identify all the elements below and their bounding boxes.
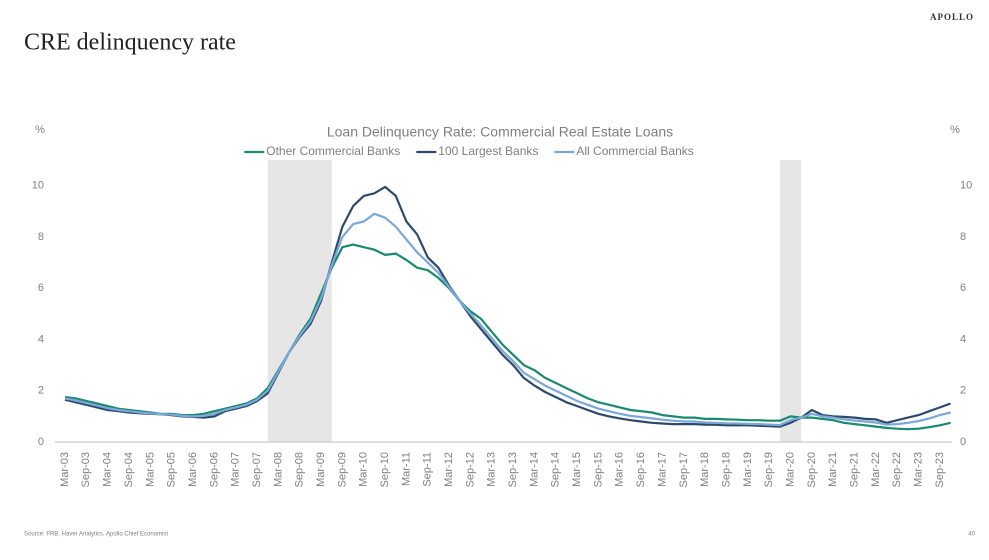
x-tick-label: Sep-20 (806, 452, 818, 487)
x-tick-label: Mar-17 (656, 452, 668, 487)
y-tick-label: 8 (38, 231, 44, 243)
legend-label: Other Commercial Banks (266, 144, 400, 158)
x-tick-label: Mar-05 (144, 452, 156, 487)
y-tick-label: 10 (32, 180, 44, 192)
x-tick-label: Mar-16 (614, 452, 626, 487)
x-tick-label: Mar-15 (571, 452, 583, 487)
legend: Other Commercial Banks 100 Largest Banks A… (244, 144, 694, 158)
x-tick-label: Mar-03 (59, 452, 71, 487)
x-tick-label: Sep-17 (678, 452, 690, 487)
x-tick-label: Sep-09 (336, 452, 348, 487)
x-tick-label: Mar-23 (913, 452, 925, 487)
y2-tick-label: 10 (960, 180, 972, 192)
series-line (64, 212, 951, 427)
x-tick-label: Mar-06 (187, 452, 199, 487)
x-tick-label: Mar-09 (315, 452, 327, 487)
x-tick-label: Sep-13 (507, 452, 519, 487)
x-tick-label: Sep-14 (550, 452, 562, 487)
y2-tick-label: 2 (960, 385, 966, 397)
series-line (64, 243, 951, 431)
y2-tick-label: 4 (960, 333, 966, 345)
x-tick-label: Sep-04 (123, 452, 135, 487)
y-tick-label: 2 (38, 385, 44, 397)
x-tick-label: Sep-19 (763, 452, 775, 487)
x-tick-label: Sep-03 (80, 452, 92, 487)
slide-title: CRE delinquency rate (24, 30, 236, 56)
x-tick-label: Mar-13 (486, 452, 498, 487)
x-tick-label: Sep-16 (635, 452, 647, 487)
x-tick-label: Sep-05 (166, 452, 178, 487)
x-tick-label: Mar-22 (870, 452, 882, 487)
x-tick-label: Sep-22 (891, 452, 903, 487)
x-tick-label: Sep-08 (294, 452, 306, 487)
series-line (64, 185, 951, 428)
x-tick-label: Mar-12 (443, 452, 455, 487)
x-tick-label: Sep-15 (592, 452, 604, 487)
x-tick-label: Mar-11 (400, 452, 412, 486)
x-tick-label: Mar-14 (528, 452, 540, 487)
x-tick-label: Sep-10 (379, 452, 391, 487)
x-tick-label: Mar-18 (699, 452, 711, 487)
x-tick-label: Sep-06 (208, 452, 220, 487)
x-tick-label: Sep-18 (720, 452, 732, 487)
x-tick-label: Sep-07 (251, 452, 263, 487)
x-tick-label: Mar-10 (358, 452, 370, 487)
y2-tick-label: 0 (960, 436, 966, 448)
legend-label: All Commercial Banks (576, 144, 693, 158)
x-tick-label: Sep-12 (464, 452, 476, 487)
y-tick-label: 0 (38, 436, 44, 448)
x-tick-label: Sep-11 (422, 452, 434, 487)
x-tick-label: Sep-21 (848, 452, 860, 487)
source: Source: FRB, Haver Analytics, Apollo Chi… (24, 532, 168, 538)
x-tick-label: Sep-23 (934, 452, 946, 487)
page-number: 40 (968, 532, 975, 538)
y2-tick-label: 6 (960, 282, 966, 294)
x-tick-label: Mar-07 (230, 452, 242, 487)
x-tick-label: Mar-19 (742, 452, 754, 487)
y-tick-label: 4 (38, 333, 44, 345)
x-tick-label: Mar-20 (784, 452, 796, 487)
x-tick-label: Mar-08 (272, 452, 284, 487)
y-axis-label: % (35, 124, 45, 136)
y2-axis-label: % (950, 124, 960, 136)
shaded-period (779, 160, 802, 442)
chart-title: Loan Delinquency Rate: Commercial Real E… (327, 124, 673, 140)
x-tick-label: Mar-04 (102, 452, 114, 487)
brand: APOLLO (930, 12, 974, 22)
legend-label: 100 Largest Banks (438, 144, 538, 158)
y2-tick-label: 8 (960, 231, 966, 243)
y-tick-label: 6 (38, 282, 44, 294)
x-tick-label: Mar-21 (827, 452, 839, 487)
